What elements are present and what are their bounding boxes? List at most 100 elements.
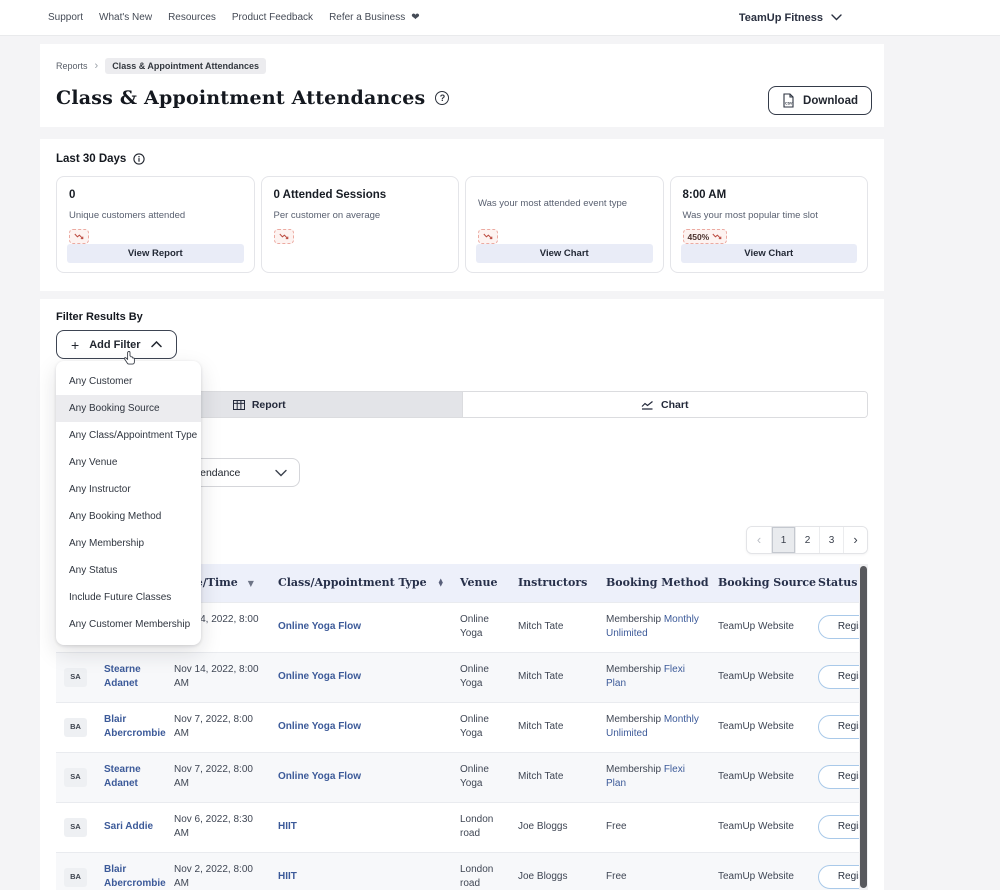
download-label: Download xyxy=(803,95,858,107)
customer-name-link[interactable]: Stearne Adanet xyxy=(104,664,141,690)
add-filter-label: Add Filter xyxy=(89,339,140,351)
filter-menu-item[interactable]: Any Customer Membership xyxy=(56,611,201,638)
pagination-page-3[interactable]: 3 xyxy=(819,527,843,553)
filter-menu-item[interactable]: Any Class/Appointment Type xyxy=(56,422,201,449)
tab-chart[interactable]: Chart xyxy=(462,392,868,417)
instructors-cell: Mitch Tate xyxy=(510,602,598,652)
nav-link-refer-a-business[interactable]: Refer a Business xyxy=(329,12,405,23)
download-button[interactable]: CSV Download xyxy=(768,86,872,115)
filter-menu-item[interactable]: Any Booking Method xyxy=(56,503,201,530)
header-booking-method[interactable]: Booking Method xyxy=(598,564,710,602)
filter-menu-item[interactable]: Include Future Classes xyxy=(56,584,201,611)
customer-name-link[interactable]: Stearne Adanet xyxy=(104,764,141,790)
booking-source-cell: TeamUp Website xyxy=(710,652,810,702)
instructors-cell: Joe Bloggs xyxy=(510,852,598,890)
booking-method-cell: Free xyxy=(598,852,710,890)
breadcrumb-reports-link[interactable]: Reports xyxy=(56,61,88,71)
filter-menu-item[interactable]: Any Venue xyxy=(56,449,201,476)
stat-card-action-button[interactable]: View Report xyxy=(67,244,244,263)
stats-section: Last 30 Days 0 Unique customers attended… xyxy=(40,139,884,291)
booking-method-prefix: Membership xyxy=(606,614,661,625)
customer-name-link[interactable]: Blair Abercrombie xyxy=(104,864,166,890)
chevron-left-icon: ‹ xyxy=(757,533,761,546)
booking-method-cell: Membership Monthly Unlimited xyxy=(598,602,710,652)
trend-chart-icon xyxy=(712,232,722,241)
header-class-type-label: Class/Appointment Type xyxy=(278,576,427,589)
plus-icon: + xyxy=(71,338,79,352)
stat-description: Unique customers attended xyxy=(69,210,242,221)
stat-card-action-button[interactable]: View Chart xyxy=(681,244,858,263)
customer-name-link[interactable]: Sari Addie xyxy=(104,821,153,832)
nav-link-support[interactable]: Support xyxy=(48,12,83,23)
customer-initials-avatar: BA xyxy=(64,718,87,737)
table-body: BA Blair Abercrombie Nov 14, 2022, 8:00 … xyxy=(56,602,868,890)
csv-file-icon: CSV xyxy=(782,93,795,108)
top-navigation: Support What's New Resources Product Fee… xyxy=(0,0,1000,36)
hand-cursor-icon xyxy=(122,351,136,368)
account-menu[interactable]: TeamUp Fitness xyxy=(739,12,952,24)
add-filter-button[interactable]: + Add Filter xyxy=(56,330,177,359)
trend-chart-icon xyxy=(279,232,289,241)
booking-method-cell: Membership Flexi Plan xyxy=(598,752,710,802)
class-type-link[interactable]: HIIT xyxy=(278,821,297,832)
venue-cell: Online Yoga xyxy=(452,652,510,702)
class-type-link[interactable]: Online Yoga Flow xyxy=(278,671,361,682)
trend-chart-icon xyxy=(483,232,493,241)
header-booking-source[interactable]: Booking Source xyxy=(710,564,810,602)
filter-menu-item-label: Any Status xyxy=(69,565,117,576)
header-venue[interactable]: Venue xyxy=(452,564,510,602)
chart-icon xyxy=(641,400,654,410)
scrollbar-thumb[interactable] xyxy=(860,566,867,888)
filter-menu-item[interactable]: Any Customer xyxy=(56,368,201,395)
venue-cell: London road xyxy=(452,852,510,890)
nav-link-product-feedback[interactable]: Product Feedback xyxy=(232,12,313,23)
help-icon[interactable]: ? xyxy=(435,91,449,105)
filter-menu-item[interactable]: Any Booking Source xyxy=(56,395,201,422)
instructors-cell: Joe Bloggs xyxy=(510,802,598,852)
chevron-right-icon: › xyxy=(853,533,857,546)
booking-method-cell: Membership Monthly Unlimited xyxy=(598,702,710,752)
sort-descending-icon[interactable]: ▼ xyxy=(248,578,254,588)
booking-source-cell: TeamUp Website xyxy=(710,702,810,752)
class-type-link[interactable]: Online Yoga Flow xyxy=(278,621,361,632)
stat-cards-row: 0 Unique customers attended View Report … xyxy=(56,176,868,273)
pagination-prev-button[interactable]: ‹ xyxy=(747,527,771,553)
filter-menu-item[interactable]: Any Membership xyxy=(56,530,201,557)
add-filter-menu-list: Any CustomerAny Booking SourceAny Class/… xyxy=(56,368,201,638)
class-type-link[interactable]: Online Yoga Flow xyxy=(278,771,361,782)
filter-results-by-label: Filter Results By xyxy=(56,311,868,323)
pagination-next-button[interactable]: › xyxy=(843,527,867,553)
trend-badge: 450% xyxy=(683,229,728,244)
filter-menu-item[interactable]: Any Status xyxy=(56,557,201,584)
table-icon xyxy=(233,400,245,410)
nav-links: Support What's New Resources Product Fee… xyxy=(48,12,420,23)
page-header: Reports › Class & Appointment Attendance… xyxy=(40,44,884,127)
booking-method-cell: Membership Flexi Plan xyxy=(598,652,710,702)
pagination-page-2[interactable]: 2 xyxy=(795,527,819,553)
pagination-page-1[interactable]: 1 xyxy=(771,527,795,553)
class-type-link[interactable]: Online Yoga Flow xyxy=(278,721,361,732)
class-type-link[interactable]: HIIT xyxy=(278,871,297,882)
stat-card-action-button[interactable]: View Chart xyxy=(476,244,653,263)
table-row: SA Stearne Adanet Nov 14, 2022, 8:00 AM … xyxy=(56,652,868,702)
heart-icon: ❤ xyxy=(411,12,419,23)
booking-method-prefix: Free xyxy=(606,871,627,882)
header-class-type[interactable]: Class/Appointment Type ▲▼ xyxy=(270,564,452,602)
stat-card: 8:00 AM Was your most popular time slot … xyxy=(670,176,869,273)
nav-link-whats-new[interactable]: What's New xyxy=(99,12,152,23)
class-datetime-cell: Nov 2, 2022, 8:00 AM xyxy=(166,852,270,890)
customer-name-link[interactable]: Blair Abercrombie xyxy=(104,714,166,740)
nav-link-resources[interactable]: Resources xyxy=(168,12,216,23)
svg-text:CSV: CSV xyxy=(785,102,793,106)
info-icon[interactable] xyxy=(133,153,145,165)
filter-menu-item-label: Any Booking Method xyxy=(69,511,161,522)
filter-menu-item-label: Any Membership xyxy=(69,538,144,549)
vertical-scrollbar[interactable] xyxy=(859,564,868,890)
booking-method-prefix: Free xyxy=(606,821,627,832)
venue-cell: London road xyxy=(452,802,510,852)
filter-menu-item-label: Any Venue xyxy=(69,457,117,468)
header-instructors[interactable]: Instructors xyxy=(510,564,598,602)
sort-icon[interactable]: ▲▼ xyxy=(439,579,443,588)
stat-card: Was your most attended event type View C… xyxy=(465,176,664,273)
filter-menu-item[interactable]: Any Instructor xyxy=(56,476,201,503)
